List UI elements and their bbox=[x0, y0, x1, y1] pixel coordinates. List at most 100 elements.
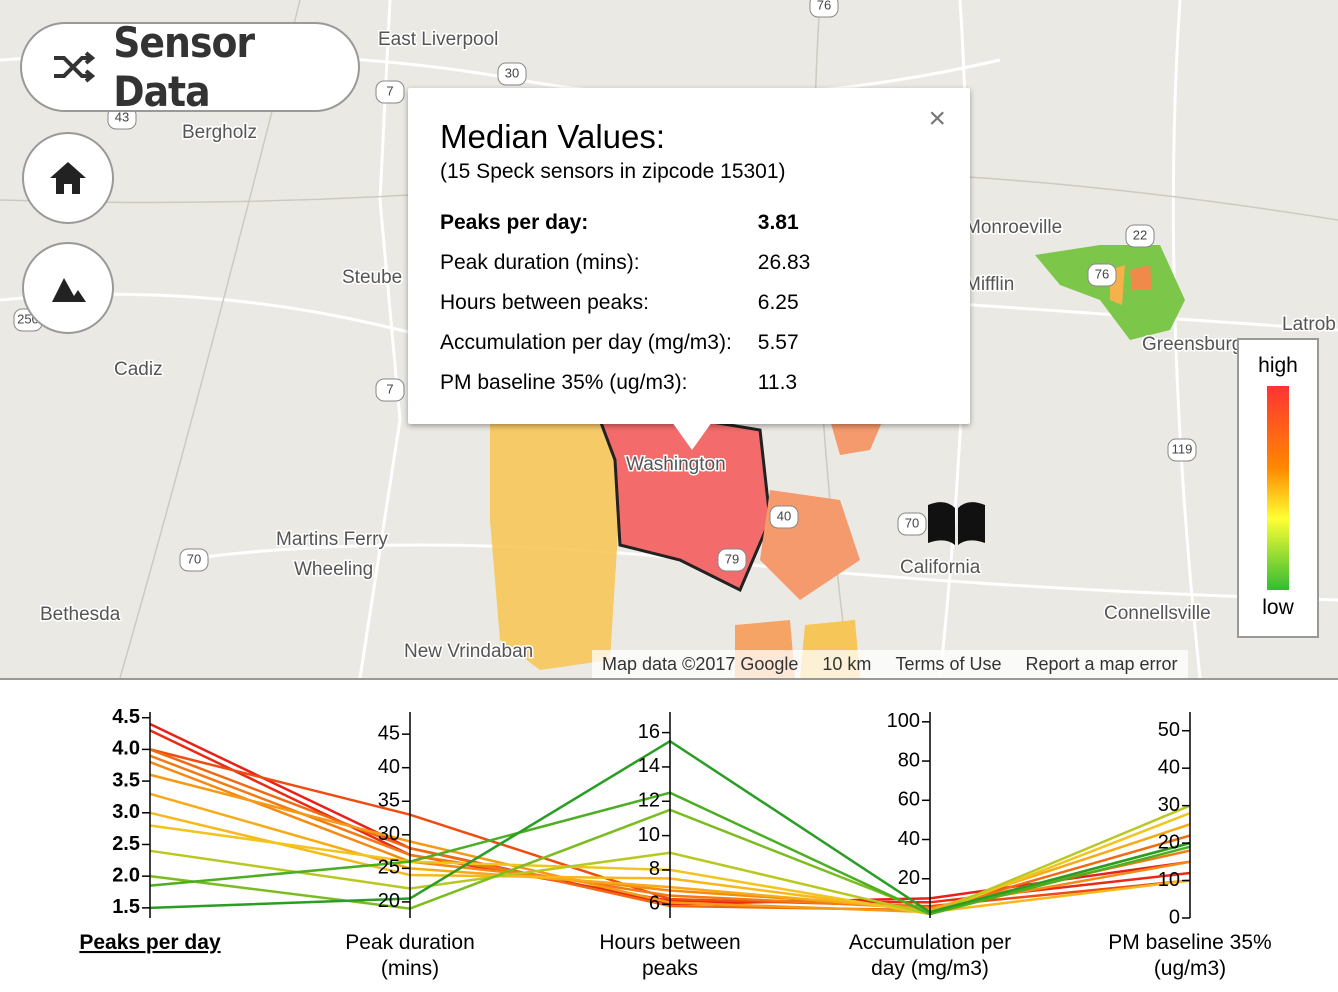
route-shield bbox=[897, 512, 927, 536]
tick-label: 3.5 bbox=[112, 769, 140, 791]
place-label: Bethesda bbox=[40, 604, 121, 625]
route-shield bbox=[809, 0, 839, 18]
route-number: 119 bbox=[1172, 441, 1193, 456]
axis-label: PM baseline 35% bbox=[1108, 931, 1271, 954]
row-value: 5.57 bbox=[757, 331, 799, 354]
tick-label: 40 bbox=[898, 828, 920, 850]
tick-label: 16 bbox=[638, 721, 660, 743]
axis-label[interactable]: Peaks per day bbox=[79, 931, 221, 954]
tick-label: 0 bbox=[1169, 906, 1180, 928]
zip-area bbox=[830, 415, 885, 455]
tick-label: 30 bbox=[1158, 794, 1180, 816]
tick-label: 100 bbox=[887, 710, 920, 732]
place-label: Connellsville bbox=[1104, 603, 1211, 624]
tick-label: 25 bbox=[378, 857, 400, 879]
route-shield bbox=[769, 505, 799, 529]
tick-label: 30 bbox=[378, 823, 400, 845]
row-value: 26.83 bbox=[757, 251, 811, 274]
place-label: Wheeling bbox=[294, 559, 373, 580]
popup-row: Accumulation per day (mg/m3): 5.57 bbox=[440, 330, 810, 370]
route-shield bbox=[375, 80, 405, 104]
row-label: Peak duration (mins): bbox=[440, 251, 640, 274]
legend-low: low bbox=[1262, 596, 1294, 619]
popup-row: Peaks per day: 3.81 bbox=[440, 210, 810, 250]
route-number: 7 bbox=[386, 381, 393, 396]
route-shield bbox=[1167, 438, 1197, 462]
legend: high low bbox=[1237, 338, 1319, 638]
tick-label: 8 bbox=[649, 858, 660, 880]
footer-item[interactable]: Terms of Use bbox=[895, 653, 1002, 674]
place-label: Steube bbox=[342, 267, 402, 288]
terrain-button[interactable] bbox=[22, 242, 114, 334]
tick-label: 14 bbox=[638, 755, 660, 777]
popup-table: Peaks per day: 3.81 Peak duration (mins): 2… bbox=[440, 210, 810, 410]
route-shield bbox=[375, 378, 405, 402]
tick-label: 3.0 bbox=[112, 801, 140, 823]
info-popup: × Median Values: (15 Speck sensors in zi… bbox=[408, 88, 970, 424]
popup-pointer bbox=[672, 422, 712, 450]
book-icon[interactable] bbox=[928, 502, 985, 545]
popup-title: Median Values: bbox=[440, 118, 666, 155]
axis-label: Accumulation per bbox=[849, 931, 1011, 954]
home-icon bbox=[50, 162, 86, 194]
route-number: 70 bbox=[187, 551, 201, 566]
zip-area bbox=[490, 410, 620, 670]
title-button[interactable]: Sensor Data bbox=[20, 18, 360, 116]
row-value: 3.81 bbox=[757, 211, 799, 234]
route-number: 22 bbox=[1133, 227, 1147, 242]
place-label: Monroeville bbox=[965, 217, 1062, 238]
route-shield bbox=[717, 548, 747, 572]
axis-label: (ug/m3) bbox=[1154, 957, 1226, 980]
place-label: Bergholz bbox=[182, 122, 257, 143]
route-number: 30 bbox=[505, 65, 519, 80]
popup-row: Hours between peaks: 6.25 bbox=[440, 290, 810, 330]
home-button[interactable] bbox=[22, 132, 114, 224]
place-label: Mifflin bbox=[965, 274, 1014, 295]
tick-label: 50 bbox=[1158, 719, 1180, 741]
row-label: PM baseline 35% (ug/m3): bbox=[440, 371, 688, 394]
tick-label: 2.5 bbox=[112, 833, 140, 855]
tick-label: 4.0 bbox=[112, 738, 140, 760]
tick-label: 4.5 bbox=[112, 706, 140, 728]
terrain-icon bbox=[52, 278, 86, 302]
tick-label: 2.0 bbox=[112, 864, 140, 886]
route-number: 76 bbox=[1095, 266, 1109, 281]
row-label: Hours between peaks: bbox=[440, 291, 649, 314]
legend-high: high bbox=[1258, 354, 1298, 377]
close-button[interactable]: × bbox=[928, 102, 946, 135]
route-shield bbox=[1125, 224, 1155, 248]
row-label: Peaks per day: bbox=[440, 211, 589, 234]
place-label: Martins Ferry bbox=[276, 529, 388, 550]
route-shield bbox=[497, 62, 527, 86]
route-shield bbox=[1087, 263, 1117, 287]
footer-item: 10 km bbox=[822, 653, 872, 674]
route-number: 70 bbox=[905, 515, 919, 530]
tick-label: 20 bbox=[378, 890, 400, 912]
popup-subtitle: (15 Speck sensors in zipcode 15301) bbox=[440, 160, 786, 183]
route-number: 79 bbox=[725, 551, 739, 566]
tick-label: 40 bbox=[1158, 756, 1180, 778]
popup-row: Peak duration (mins): 26.83 bbox=[440, 250, 810, 290]
route-number: 40 bbox=[777, 508, 791, 523]
tick-label: 20 bbox=[1158, 831, 1180, 853]
place-label: California bbox=[900, 557, 981, 578]
tick-label: 40 bbox=[378, 756, 400, 778]
axis-label: peaks bbox=[642, 957, 698, 980]
row-value: 11.3 bbox=[757, 371, 798, 394]
tick-label: 20 bbox=[898, 867, 920, 889]
tick-label: 35 bbox=[378, 790, 400, 812]
popup-row: PM baseline 35% (ug/m3): 11.3 bbox=[440, 370, 810, 410]
tick-label: 6 bbox=[649, 893, 660, 915]
axis-label: Hours between bbox=[599, 931, 740, 954]
shuffle-icon bbox=[54, 51, 96, 83]
footer-item[interactable]: Report a map error bbox=[1025, 653, 1178, 674]
footer-item: Map data ©2017 Google bbox=[602, 653, 799, 674]
tick-label: 10 bbox=[638, 824, 660, 846]
tick-label: 80 bbox=[898, 749, 920, 771]
place-label: Latrob bbox=[1282, 314, 1336, 335]
tick-label: 60 bbox=[898, 789, 920, 811]
route-number: 7 bbox=[386, 83, 393, 98]
place-label: Greensburg bbox=[1142, 334, 1242, 355]
zip-area bbox=[1130, 265, 1152, 290]
axis-label: Peak duration bbox=[345, 931, 475, 954]
